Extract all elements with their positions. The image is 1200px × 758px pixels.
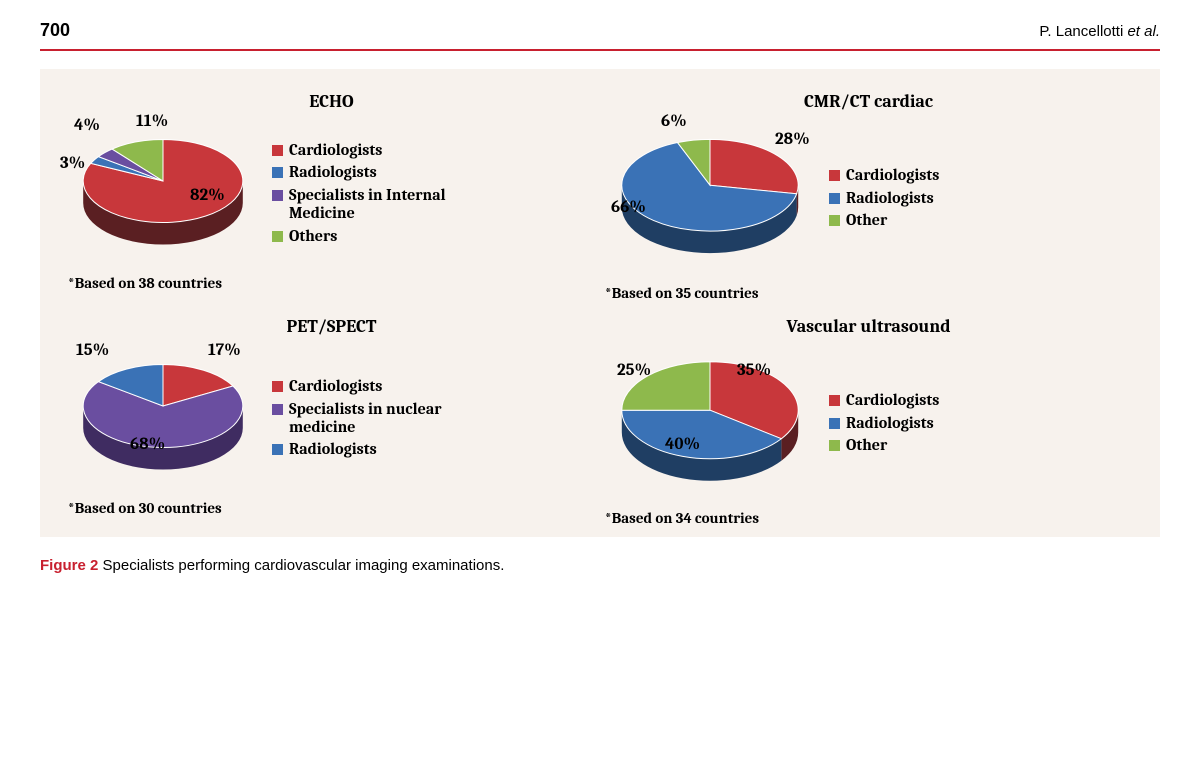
legend-swatch [829, 215, 840, 226]
legend-swatch [829, 418, 840, 429]
chart-title: PET/SPECT [68, 316, 595, 337]
figure-label: Figure 2 [40, 557, 98, 574]
legend-swatch [272, 145, 283, 156]
legend-item: Others [272, 227, 459, 245]
legend-vasc: Cardiologists Radiologists Other [829, 391, 939, 454]
legend-text: Cardiologists [289, 141, 382, 159]
legend-swatch [272, 190, 283, 201]
legend-item: Cardiologists [272, 141, 459, 159]
legend-swatch [272, 167, 283, 178]
slice-label: 3% [60, 154, 85, 173]
legend-text: Radiologists [846, 414, 934, 432]
slice-label: 40% [665, 435, 700, 454]
legend-text: Cardiologists [846, 166, 939, 184]
legend-cmr: Cardiologists Radiologists Other [829, 166, 939, 229]
legend-swatch [829, 395, 840, 406]
legend-text: Others [289, 227, 337, 245]
legend-item: Other [829, 436, 939, 454]
footnote: *Based on 30 countries [68, 499, 595, 517]
legend-text: Specialists in Internal Medicine [289, 186, 459, 223]
pie-cmr: 28%66%6% [605, 118, 815, 278]
legend-item: Cardiologists [829, 391, 939, 409]
charts-grid: ECHO 82%3%4%11% Cardiologists Radiologist… [68, 91, 1132, 527]
page-number: 700 [40, 20, 70, 41]
slice-label: 66% [611, 198, 646, 217]
et-al: et al. [1127, 23, 1160, 40]
legend-swatch [272, 231, 283, 242]
pie-pet: 17% 68% 15% [68, 343, 258, 493]
legend-text: Radiologists [289, 440, 377, 458]
legend-item: Cardiologists [272, 377, 459, 395]
footnote: *Based on 34 countries [605, 509, 1132, 527]
legend-text: Radiologists [289, 163, 377, 181]
legend-swatch [272, 404, 283, 415]
pie-echo: 82%3%4%11% [68, 118, 258, 268]
chart-title: Vascular ultrasound [605, 316, 1132, 337]
legend-text: Other [846, 436, 887, 454]
legend-echo: Cardiologists Radiologists Specialists in … [272, 141, 459, 245]
legend-text: Cardiologists [289, 377, 382, 395]
legend-item: Radiologists [272, 163, 459, 181]
slice-label: 28% [775, 130, 810, 149]
legend-item: Radiologists [829, 414, 939, 432]
footnote: *Based on 38 countries [68, 274, 595, 292]
figure-panel: ECHO 82%3%4%11% CardiologistsRadiologist… [40, 69, 1160, 537]
legend-item: Other [829, 211, 939, 229]
slice-label: 15% [76, 341, 109, 360]
legend-swatch [272, 444, 283, 455]
author-name: P. Lancellotti [1039, 23, 1127, 40]
slice-label: 25% [617, 361, 651, 380]
chart-cmr: CMR/CT cardiac 28% 66% 6% Cardiologists Rad… [605, 91, 1132, 302]
legend-item: Cardiologists [829, 166, 939, 184]
legend-pet: Cardiologists Specialists in nuclear medi… [272, 377, 459, 459]
legend-swatch [829, 170, 840, 181]
legend-swatch [272, 381, 283, 392]
page-header: 700 P. Lancellotti et al. [0, 0, 1200, 49]
chart-vasc: Vascular ultrasound 35% 40% 25% Cardiologi… [605, 316, 1132, 527]
legend-item: Radiologists [272, 440, 459, 458]
chart-title: ECHO [68, 91, 595, 112]
figure-caption: Figure 2 Specialists performing cardiova… [40, 549, 1160, 582]
authors: P. Lancellotti et al. [1039, 23, 1160, 40]
slice-label: 17% [208, 341, 241, 360]
legend-swatch [829, 193, 840, 204]
legend-swatch [829, 440, 840, 451]
legend-text: Cardiologists [846, 391, 939, 409]
slice-label: 82% [190, 186, 225, 205]
slice-label: 68% [130, 435, 165, 454]
footnote: *Based on 35 countries [605, 284, 1132, 302]
chart-title: CMR/CT cardiac [605, 91, 1132, 112]
slice-label: 11% [136, 112, 168, 131]
slice-label: 35% [737, 361, 771, 380]
slice-label: 6% [661, 112, 687, 131]
legend-item: Specialists in nuclear medicine [272, 400, 459, 437]
pie-vasc: 35% 40% 25% [605, 343, 815, 503]
legend-text: Radiologists [846, 189, 934, 207]
legend-item: Specialists in Internal Medicine [272, 186, 459, 223]
caption-text: Specialists performing cardiovascular im… [98, 557, 504, 574]
legend-item: Radiologists [829, 189, 939, 207]
header-rule [40, 49, 1160, 51]
chart-pet: PET/SPECT 17% 68% 15% Cardiologists Special… [68, 316, 595, 527]
legend-text: Other [846, 211, 887, 229]
chart-echo: ECHO 82%3%4%11% Cardiologists Radiologist… [68, 91, 595, 302]
slice-label: 4% [74, 116, 100, 135]
legend-text: Specialists in nuclear medicine [289, 400, 459, 437]
